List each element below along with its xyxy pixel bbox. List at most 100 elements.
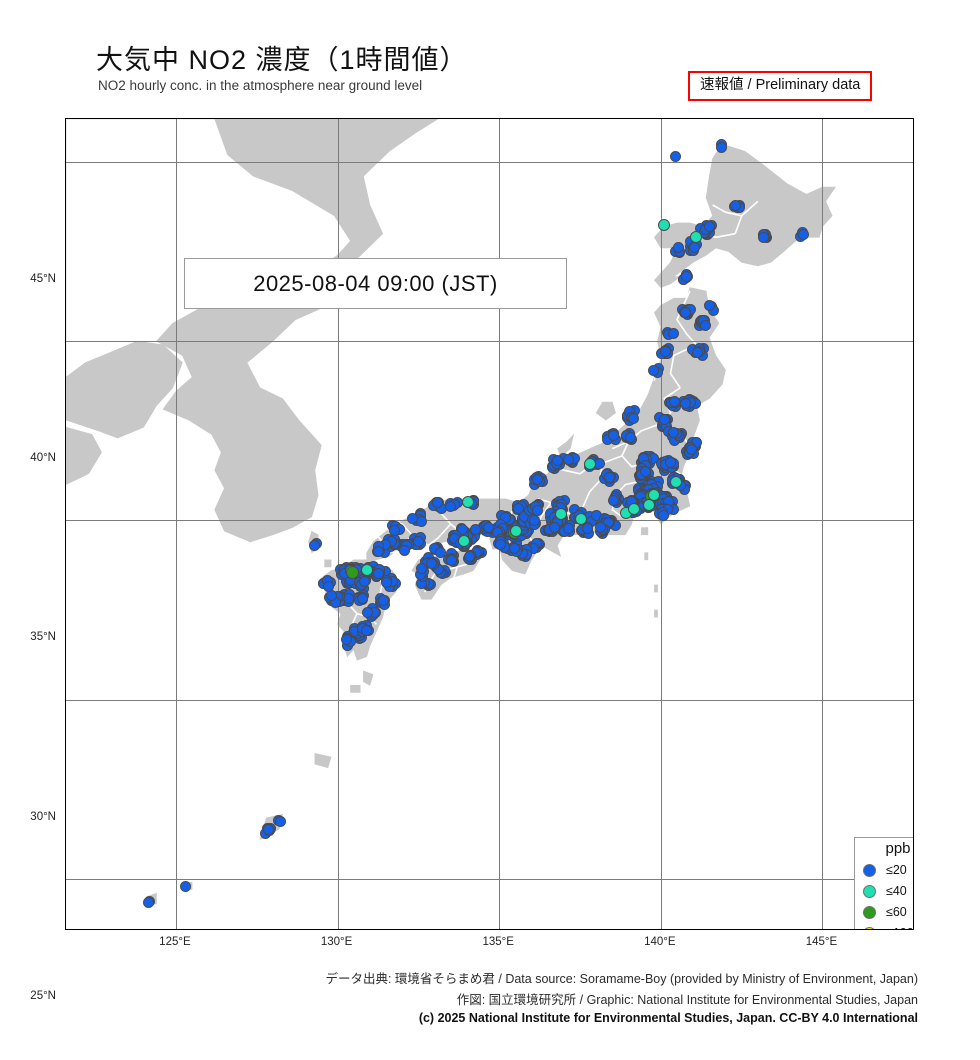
station-point [628, 502, 641, 515]
station-point [670, 151, 682, 163]
station-point [510, 524, 522, 537]
tick-lat-minor [65, 735, 66, 736]
station-point [435, 546, 447, 558]
station-point [274, 815, 286, 827]
station-point [360, 625, 372, 637]
legend-item: ≤40 [855, 881, 913, 902]
station-point [659, 346, 671, 357]
legend-rows: ≤20≤40≤60≤100≤200≤500 [855, 860, 913, 929]
footer-data-source: データ出典: 環境省そらまめ君 / Data source: Soramame-… [325, 972, 918, 986]
station-point [341, 633, 353, 645]
station-point [642, 499, 655, 512]
station-point [640, 465, 652, 477]
legend-item-label: ≤60 [886, 905, 907, 919]
landmass-tanegashima [363, 670, 374, 686]
station-point [691, 346, 703, 358]
tick-lat-minor [65, 270, 66, 271]
station-point [699, 319, 711, 331]
station-point [406, 513, 418, 525]
station-point [667, 328, 679, 340]
station-point [658, 509, 670, 521]
tick-lat-minor [65, 915, 66, 916]
station-point [730, 200, 742, 211]
station-point [377, 594, 389, 606]
station-point [574, 512, 587, 525]
station-point [716, 142, 728, 153]
station-point [445, 555, 457, 566]
station-point [664, 457, 676, 469]
footer-graphic-credit: 作図: 国立環境研究所 / Graphic: National Institut… [456, 993, 918, 1007]
tick-lat-minor [65, 664, 66, 665]
tick-lat-minor [65, 377, 66, 378]
station-point [532, 474, 544, 486]
gridline-lat [66, 162, 913, 163]
station-point [627, 412, 639, 424]
station-point [509, 543, 521, 555]
station-point [679, 398, 691, 410]
prefecture-border [669, 344, 697, 389]
y-axis-tick-label: 45°N [30, 273, 56, 285]
gridline-lon [175, 119, 177, 929]
tick-lat-minor [65, 413, 66, 414]
x-axis-labels: 125°E 130°E 135°E 140°E 145°E [65, 930, 914, 956]
landmass-izu2 [644, 552, 649, 561]
legend-title: ppb [885, 840, 911, 857]
legend-color-swatch [863, 884, 876, 898]
station-point [584, 457, 597, 470]
station-point [582, 522, 594, 534]
landmass-kyushu [320, 559, 400, 661]
legend-item-label: ≤40 [886, 884, 907, 898]
station-point [648, 488, 661, 501]
station-point [345, 565, 359, 579]
station-point [528, 515, 540, 527]
y-axis-tick-label: 30°N [30, 810, 56, 823]
map-plot-area[interactable]: 2025-08-04 09:00 (JST) ppb ≤20 ≤40 ≤60 ≤100… [65, 118, 914, 930]
legend-item-label: ≤20 [886, 863, 907, 877]
gridline-lat [66, 878, 913, 880]
station-point [608, 429, 620, 441]
y-axis-tick-label: 35°N [30, 631, 56, 644]
station-point [647, 365, 659, 377]
station-point [464, 550, 476, 562]
landmass-sadoga [595, 401, 616, 421]
gridline-lat [66, 341, 913, 343]
station-point [360, 563, 373, 576]
landmass-asia2 [66, 119, 183, 439]
station-point [495, 539, 507, 551]
station-point [358, 576, 370, 588]
tick-lat-minor [65, 198, 66, 199]
gridline-lat [66, 699, 913, 701]
y-axis-labels: 45°N 40°N 35°N 30°N 25°N [0, 118, 65, 1002]
station-point [413, 536, 425, 548]
landmass-shandong [66, 426, 102, 485]
footer: データ出典: 環境省そらまめ君 / Data source: Soramame-… [0, 962, 980, 1060]
tick-lat-minor [65, 556, 66, 557]
legend-item: ≤20 [855, 860, 913, 881]
landmass-izu3 [654, 584, 658, 593]
legend-box: ppb ≤20≤40≤60≤100≤200≤500 [854, 837, 913, 929]
x-axis-tick-label: 125°E [159, 936, 191, 948]
station-point [658, 414, 670, 426]
tick-lat-minor [65, 771, 66, 772]
station-point [532, 504, 543, 516]
prefecture-border [453, 566, 458, 579]
tick-lat-minor [65, 305, 66, 306]
station-point [322, 581, 334, 593]
tick-lat-minor [65, 485, 66, 486]
landmass-yakushima [350, 684, 361, 693]
station-point [551, 455, 563, 467]
landmass-izu4 [654, 609, 658, 618]
y-axis-tick-label: 25°N [30, 989, 56, 1002]
prefecture-border [712, 204, 742, 217]
tick-lat-minor [65, 628, 66, 629]
header: 大気中 NO2 濃度（1時間値） NO2 hourly conc. in the… [0, 0, 980, 118]
station-point [388, 524, 400, 536]
tick-lat-minor [65, 449, 66, 450]
tick-lat-minor [65, 234, 66, 235]
station-point [690, 230, 703, 243]
station-point [658, 218, 671, 231]
station-point [758, 231, 770, 243]
station-point [357, 592, 369, 604]
station-point [263, 823, 275, 835]
legend-item: ≤60 [855, 902, 913, 923]
